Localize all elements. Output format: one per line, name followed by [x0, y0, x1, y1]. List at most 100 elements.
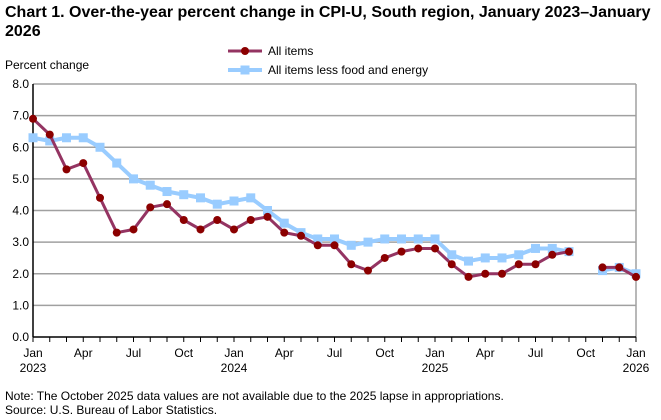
data-point-all-items	[45, 130, 54, 139]
data-point-core	[547, 243, 557, 253]
data-point-all-items	[414, 244, 423, 253]
data-point-all-items	[112, 228, 121, 237]
x-tick-label: Jan	[626, 346, 645, 360]
data-point-all-items	[246, 215, 255, 224]
x-tick-label: Apr	[476, 346, 495, 360]
data-point-all-items	[347, 260, 356, 269]
data-point-all-items	[498, 269, 506, 278]
y-tick-label: 4.0	[12, 204, 29, 218]
data-point-all-items	[531, 260, 540, 269]
x-tick-label: Oct	[174, 346, 193, 360]
data-point-core	[346, 240, 356, 250]
x-tick-label: Jul	[327, 346, 342, 360]
data-point-all-items	[615, 263, 624, 272]
data-point-all-items	[330, 241, 339, 250]
y-axis-label: Percent change	[5, 58, 90, 72]
data-point-all-items	[179, 215, 188, 224]
data-point-core	[145, 180, 155, 190]
data-point-core	[531, 243, 540, 253]
data-point-core	[78, 133, 88, 143]
data-point-core	[162, 187, 172, 197]
data-point-all-items	[129, 225, 138, 234]
y-tick-label: 5.0	[12, 172, 29, 186]
data-point-core	[45, 136, 55, 146]
note-text: Note: The October 2025 data values are n…	[5, 389, 504, 403]
data-point-core	[246, 193, 256, 203]
x-tick-label: Jul	[126, 346, 141, 360]
data-point-core	[464, 256, 473, 266]
data-point-all-items	[481, 269, 490, 278]
data-point-all-items	[514, 260, 523, 269]
x-tick-label: Jan	[425, 346, 444, 360]
data-point-core	[179, 190, 189, 200]
x-tick-year: 2026	[623, 361, 650, 375]
data-point-core	[447, 250, 457, 260]
data-point-all-items	[196, 225, 205, 234]
x-tick-label: Oct	[576, 346, 595, 360]
data-point-all-items	[280, 228, 289, 237]
data-point-core	[263, 206, 272, 215]
data-point-core	[480, 253, 490, 263]
source-text: Source: U.S. Bureau of Labor Statistics.	[5, 403, 218, 417]
y-tick-label: 1.0	[12, 298, 29, 312]
data-point-all-items	[364, 266, 372, 275]
data-point-all-items	[163, 200, 171, 209]
legend-label-core: All items less food and energy	[268, 63, 428, 77]
x-tick-label: Jan	[224, 346, 243, 360]
data-point-all-items	[313, 241, 322, 250]
data-point-core	[129, 174, 138, 184]
data-point-core	[330, 234, 339, 244]
data-point-all-items	[230, 225, 238, 234]
data-point-core	[363, 237, 373, 247]
y-tick-label: 0.0	[12, 330, 29, 344]
y-tick-label: 8.0	[12, 77, 29, 91]
y-tick-label: 2.0	[12, 267, 29, 281]
x-tick-label: Apr	[74, 346, 93, 360]
data-point-core	[62, 133, 71, 143]
data-point-all-items	[548, 250, 557, 259]
x-tick-label: Oct	[375, 346, 394, 360]
data-point-core	[279, 218, 289, 228]
data-point-core	[196, 193, 205, 203]
data-point-core	[397, 234, 406, 244]
data-point-all-items	[397, 247, 406, 256]
data-point-core	[430, 234, 440, 244]
y-tick-label: 3.0	[12, 235, 29, 249]
chart-title: Chart 1. Over-the-year percent change in…	[5, 4, 651, 40]
data-point-core	[28, 133, 38, 143]
footnotes: Note: The October 2025 data values are n…	[5, 389, 504, 417]
data-point-all-items	[431, 244, 439, 253]
data-point-all-items	[79, 159, 88, 168]
data-point-all-items	[447, 260, 456, 269]
data-point-all-items	[213, 215, 222, 224]
data-point-all-items	[146, 203, 155, 212]
x-tick-year: 2023	[20, 361, 47, 375]
data-point-all-items	[380, 253, 389, 262]
data-point-all-items	[565, 247, 573, 256]
data-point-core	[380, 234, 390, 244]
x-tick-label: Apr	[275, 346, 294, 360]
data-point-all-items	[464, 272, 473, 281]
data-point-all-items	[96, 193, 104, 202]
data-point-core	[413, 234, 423, 244]
data-point-core	[497, 253, 507, 263]
y-tick-label: 6.0	[12, 140, 29, 154]
data-point-core	[112, 158, 122, 168]
data-point-core	[514, 250, 524, 260]
data-point-all-items	[263, 212, 272, 221]
y-tick-label: 7.0	[12, 109, 29, 123]
legend-label-all-items: All items	[268, 44, 313, 58]
x-tick-year: 2024	[221, 361, 248, 375]
data-point-core	[313, 234, 323, 244]
data-point-all-items	[29, 114, 37, 123]
x-tick-year: 2025	[422, 361, 449, 375]
data-point-all-items	[598, 263, 607, 272]
x-tick-label: Jul	[528, 346, 543, 360]
series-line-all-items	[31, 117, 570, 279]
legend-marker-all-items	[241, 47, 249, 55]
data-point-all-items	[297, 231, 305, 240]
data-point-core	[95, 142, 105, 152]
data-point-core	[229, 196, 239, 206]
x-tick-label: Jan	[23, 346, 42, 360]
